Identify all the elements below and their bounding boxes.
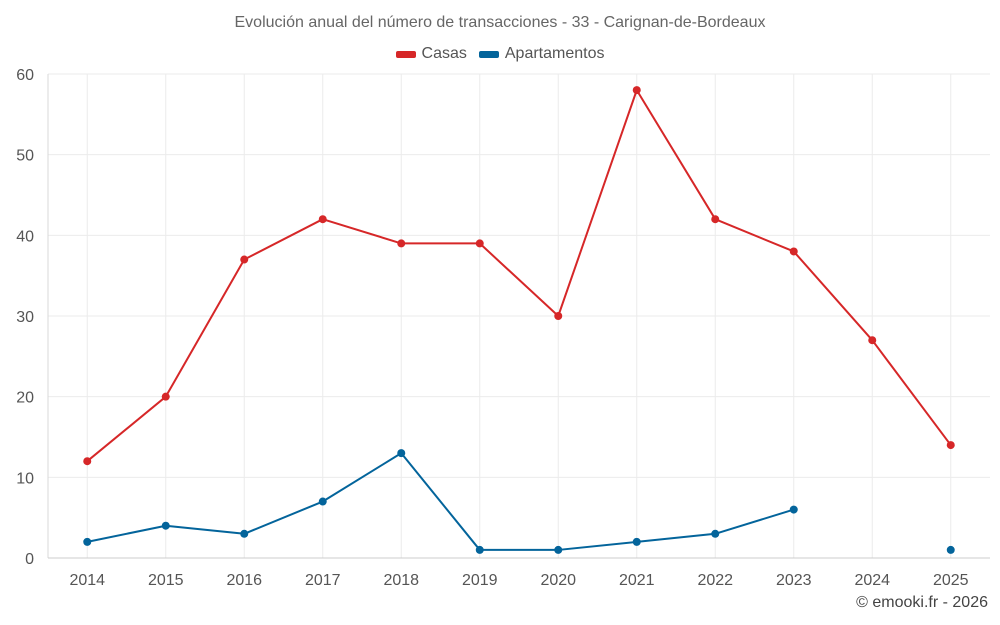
data-point-apartamentos [789,505,798,514]
data-point-casas [946,441,955,450]
legend-item-casas[interactable]: Casas [395,45,467,63]
x-tick-label: 2020 [540,572,576,589]
data-point-casas [711,215,720,224]
x-tick-label: 2024 [854,572,890,589]
legend-label-casas: Casas [421,45,467,62]
data-point-apartamentos [554,545,563,554]
data-point-apartamentos [397,449,406,458]
chart-title: Evolución anual del número de transaccio… [234,14,766,31]
x-tick-label: 2019 [462,572,498,589]
data-point-casas [161,392,170,401]
data-point-apartamentos [711,529,720,538]
data-point-casas [475,239,484,248]
data-point-apartamentos [946,545,955,554]
data-point-casas [83,457,92,466]
y-tick-label: 0 [25,551,34,568]
chart-legend: Casas Apartamentos [0,45,1000,63]
y-tick-label: 60 [16,67,34,84]
legend-swatch-apartamentos [478,50,499,58]
data-point-apartamentos [161,521,170,530]
data-point-casas [554,312,563,320]
x-tick-label: 2014 [69,572,105,589]
y-tick-label: 40 [16,228,34,245]
x-tick-label: 2022 [697,572,733,589]
credit-label: © emooki.fr - 2026 [856,594,988,611]
y-tick-label: 30 [16,309,34,326]
x-tick-label: 2023 [776,572,812,589]
x-tick-label: 2017 [305,572,341,589]
data-point-casas [868,336,877,345]
data-point-casas [240,255,249,264]
series-line-apartamentos [87,452,795,551]
series-line-casas [86,89,952,462]
y-tick-label: 20 [16,390,34,407]
data-point-casas [789,247,798,256]
data-point-casas [632,86,641,95]
data-point-apartamentos [83,537,92,546]
x-tick-label: 2021 [619,572,655,589]
legend-label-apartamentos: Apartamentos [504,45,605,62]
y-tick-label: 50 [16,148,34,165]
data-point-casas [318,215,327,224]
x-tick-label: 2015 [148,572,184,589]
legend-item-apartamentos[interactable]: Apartamentos [478,45,605,63]
data-point-apartamentos [240,529,249,538]
data-point-casas [397,239,406,248]
data-point-apartamentos [632,537,641,546]
x-tick-label: 2016 [226,572,262,589]
data-point-apartamentos [475,545,484,554]
legend-swatch-casas [395,50,416,58]
x-tick-label: 2018 [383,572,419,589]
y-tick-label: 10 [16,470,34,487]
x-tick-label: 2025 [933,572,969,589]
data-point-apartamentos [318,497,327,506]
